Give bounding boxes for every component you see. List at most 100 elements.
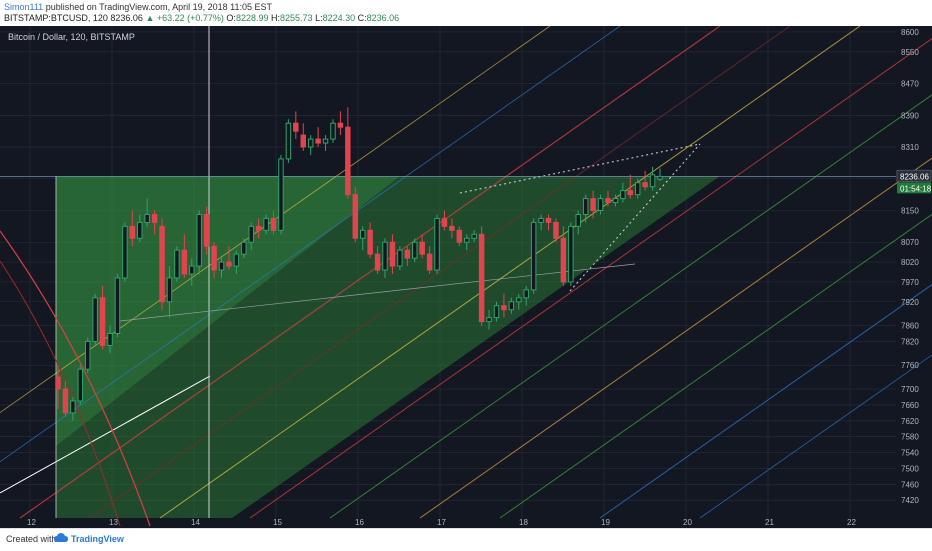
tradingview-cloud-icon	[54, 533, 68, 542]
fan-line	[19, 26, 721, 519]
time-tick-label: 21	[765, 518, 774, 527]
wedge-line	[459, 143, 701, 194]
fan-line	[89, 26, 791, 519]
candle-body	[233, 253, 240, 267]
published-text: published on TradingView.com, April 19, …	[45, 2, 273, 12]
pitchfork-inner-zone	[56, 176, 400, 446]
fan-line	[329, 94, 932, 519]
candle-body	[568, 225, 574, 283]
close-value: 8236.06	[366, 13, 400, 23]
candle-body	[55, 376, 61, 390]
ohlc-line: BITSTAMP:BTCUSD, 120 8236.06 ▲ +63.22 (+…	[4, 13, 399, 23]
candle-body	[456, 229, 463, 243]
candle-body	[203, 213, 210, 247]
candle-body	[166, 277, 173, 303]
candle-body	[382, 241, 388, 271]
author-link[interactable]: Simon111	[4, 2, 44, 12]
candle-body	[211, 245, 217, 271]
candle-body	[478, 233, 485, 323]
candle-body	[374, 253, 381, 271]
change-value: ▲ +63.22 (+0.77%)	[145, 13, 224, 23]
candle-body	[426, 253, 433, 271]
candle-body	[493, 305, 500, 319]
candle-body	[263, 217, 269, 231]
candle-body	[441, 217, 448, 227]
price-tick-label: 8550	[901, 48, 919, 57]
candle-body	[419, 241, 425, 255]
candle-body	[144, 213, 150, 223]
price-tick-label: 8470	[901, 80, 919, 89]
candle-body	[300, 134, 306, 148]
candle-body	[270, 217, 277, 231]
publish-line: Simon111 published on TradingView.com, A…	[4, 2, 272, 12]
time-tick-label: 19	[601, 518, 610, 527]
time-tick-label: 17	[437, 518, 446, 527]
candle-body	[657, 175, 663, 180]
price-tick-label: 7920	[901, 298, 919, 307]
candle-body	[77, 368, 84, 402]
candle-body	[464, 237, 470, 243]
price-tick-label: 7700	[901, 385, 919, 394]
current-price-label: 8236.06	[900, 172, 929, 181]
candle-body	[560, 237, 567, 283]
fan-line	[699, 354, 932, 519]
time-tick-label: 22	[847, 518, 856, 527]
arc-line	[0, 230, 151, 527]
price-tick-label: 8310	[901, 143, 919, 152]
price-axis: 8600855084708390831082308150807080207970…	[896, 28, 932, 505]
candle-body	[523, 289, 529, 299]
time-axis: 12 13 14 15 16 17 18 19 20 21 22	[27, 518, 856, 527]
price-tick-label: 7460	[901, 480, 919, 489]
time-tick-label: 15	[273, 518, 282, 527]
footer: Created with TradingView	[0, 528, 932, 551]
close-label: C:	[357, 13, 367, 23]
drawings	[0, 26, 932, 527]
candle-body	[92, 297, 98, 342]
chart-area[interactable]: 8600855084708390831082308150807080207970…	[0, 26, 932, 528]
candle-body	[471, 233, 477, 239]
candle-body	[345, 126, 351, 196]
price-tick-label: 8150	[901, 207, 919, 216]
price-tick-label: 7620	[901, 417, 919, 426]
candle-body	[516, 297, 522, 303]
candle-body	[107, 333, 113, 346]
candle-body	[605, 198, 611, 204]
candle-body	[575, 213, 581, 227]
candle-body	[62, 388, 69, 414]
candle-body	[255, 225, 262, 231]
candle-body	[129, 225, 136, 239]
candles	[55, 107, 663, 421]
candle-body	[620, 190, 626, 200]
last-value: 8236.06	[110, 13, 143, 23]
open-label: O:	[226, 13, 236, 23]
candle-body	[114, 277, 121, 334]
high-value: 8255.73	[280, 13, 313, 23]
fan-line	[249, 38, 932, 519]
price-tick-label: 7820	[901, 337, 919, 346]
candle-body	[218, 261, 225, 271]
candle-body	[486, 317, 492, 323]
candle-body	[99, 297, 106, 346]
time-tick-label: 16	[355, 518, 364, 527]
candle-body	[307, 138, 314, 148]
candle-body	[612, 198, 619, 204]
candle-body	[159, 225, 165, 303]
trend-line	[0, 375, 211, 494]
price-tick-label: 7760	[901, 361, 919, 370]
candle-body	[293, 122, 299, 132]
fan-line	[499, 213, 932, 519]
price-tick-label: 7540	[901, 449, 919, 458]
candle-body	[278, 158, 284, 231]
candle-body	[434, 217, 440, 271]
price-tick-label: 7420	[901, 496, 919, 505]
candle-body	[397, 249, 403, 267]
candle-body	[545, 217, 552, 223]
median-line	[119, 263, 636, 322]
candlestick-chart[interactable]: 8600855084708390831082308150807080207970…	[0, 26, 932, 528]
candle-body	[330, 122, 336, 140]
fan-line	[419, 157, 932, 519]
time-tick-label: 18	[519, 518, 528, 527]
candle-body	[226, 261, 232, 267]
candle-body	[404, 249, 411, 259]
tradingview-brand[interactable]: TradingView	[71, 534, 124, 544]
